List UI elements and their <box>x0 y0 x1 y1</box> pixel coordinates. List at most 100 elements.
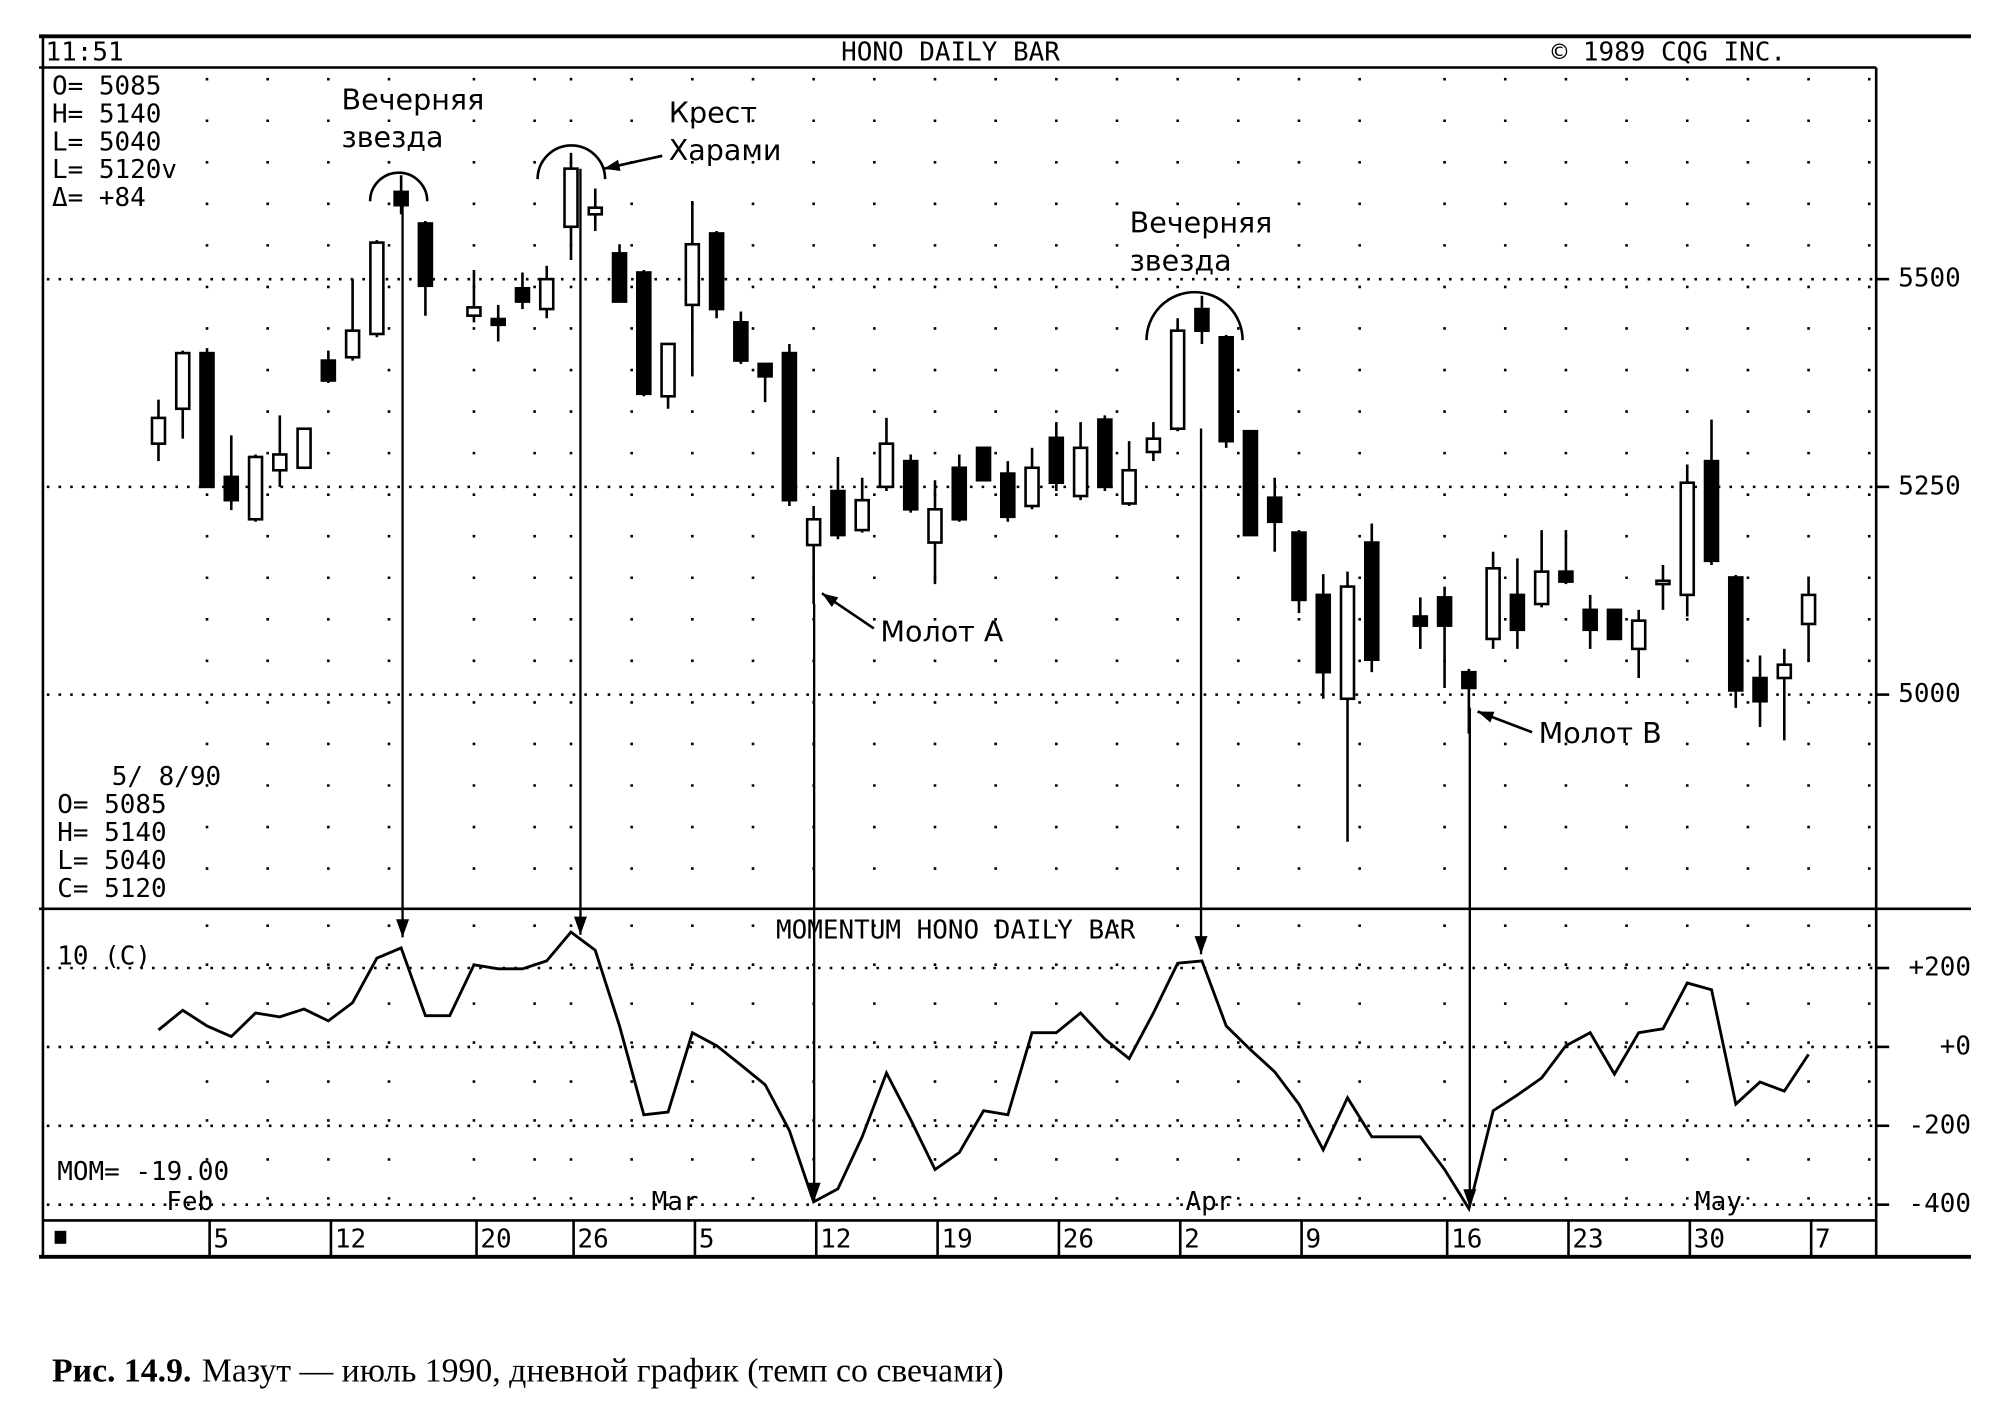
candle-body <box>1145 437 1162 454</box>
header-copyright: © 1989 CQG INC. <box>1552 38 1786 68</box>
x-tick-label: 12 <box>335 1224 366 1254</box>
candle-body <box>636 271 652 396</box>
candle-body <box>1436 596 1453 627</box>
candle-body <box>830 489 846 537</box>
info-line: L= 5040 <box>52 127 161 157</box>
candle-body <box>1097 418 1113 489</box>
annotation: Харами <box>669 133 782 167</box>
x-tick-label: 23 <box>1572 1224 1603 1254</box>
y-tick-label: 5000 <box>1898 679 1961 709</box>
momentum-title: MOMENTUM HONO DAILY BAR <box>776 915 1136 945</box>
month-label: Apr <box>1185 1187 1232 1217</box>
candle-body <box>757 362 773 378</box>
candle-body <box>538 277 555 311</box>
candle-body <box>1776 663 1793 680</box>
candle-body <box>1024 466 1040 508</box>
date-info-line: C= 5120 <box>57 874 166 904</box>
candle-body <box>1630 619 1647 651</box>
x-tick-label: 20 <box>480 1224 511 1254</box>
pattern-arc <box>368 171 429 202</box>
candle-body <box>490 317 506 327</box>
info-line: O= 5085 <box>52 71 161 101</box>
candle-body <box>563 167 579 229</box>
y-tick-label: 5500 <box>1898 264 1961 294</box>
candle-body <box>1339 585 1356 701</box>
annotation: Молот A <box>880 615 1004 649</box>
annotation: Вечерняя <box>1130 206 1273 240</box>
candle-body <box>1703 459 1720 563</box>
chart-title: HONO DAILY BAR <box>841 38 1060 68</box>
date-info-line: O= 5085 <box>57 790 166 820</box>
pattern-arc <box>1145 290 1244 341</box>
info-line: L= 5120v <box>52 155 177 185</box>
caption: Рис. 14.9. Мазут — июль 1990, дневной гра… <box>52 1352 1004 1389</box>
candle-body <box>514 286 531 303</box>
month-label: Feb <box>166 1187 213 1217</box>
candle-body <box>1000 472 1016 519</box>
candle-body <box>174 351 191 411</box>
candle-body <box>587 206 604 216</box>
candle-body <box>1485 567 1501 641</box>
caption-text: Мазут — июль 1990, дневной график (темп … <box>202 1352 1004 1389</box>
candle-body <box>1315 593 1332 674</box>
candle-body <box>878 442 895 489</box>
candle-body <box>1533 570 1550 606</box>
candle-body <box>1048 436 1065 485</box>
candle-body <box>660 342 676 398</box>
candle-body <box>1072 446 1089 498</box>
caption-label: Рис. 14.9. <box>52 1352 191 1389</box>
candle-body <box>927 508 943 544</box>
arrow-head <box>573 916 587 935</box>
arrow-head <box>1477 711 1495 723</box>
x-tick-label: 19 <box>941 1224 972 1254</box>
info-line: H= 5140 <box>52 99 161 129</box>
candle-body <box>902 459 919 511</box>
candle-body <box>1655 579 1671 586</box>
y-tick-label: -400 <box>1908 1189 1971 1219</box>
x-tick-label: 30 <box>1694 1224 1725 1254</box>
pattern-arc <box>536 144 607 180</box>
header-time: 11:51 <box>46 38 124 68</box>
candle-body <box>1509 593 1526 632</box>
candle-body <box>247 455 264 521</box>
x-tick-label: 12 <box>820 1224 851 1254</box>
candle-body <box>344 329 361 359</box>
x-tick-label: 2 <box>1184 1224 1200 1254</box>
x-tick-label: 26 <box>1063 1224 1094 1254</box>
candle-body <box>199 351 215 489</box>
candle-body <box>1558 570 1574 583</box>
month-label: Mar <box>652 1187 699 1217</box>
annotation: звезда <box>342 120 444 154</box>
info-line: Δ= +84 <box>52 183 146 213</box>
candle-body <box>1218 336 1234 443</box>
month-label: May <box>1695 1187 1742 1217</box>
candle-body <box>1242 429 1259 537</box>
candle-body <box>1121 468 1137 505</box>
corner-square <box>54 1230 67 1244</box>
arrow-head <box>807 1182 821 1201</box>
momentum-readout: MOM= -19.00 <box>57 1157 229 1187</box>
arrow-head <box>603 159 621 171</box>
arrow-head <box>396 919 410 938</box>
frame <box>39 34 1971 1259</box>
candle-body <box>1606 608 1623 641</box>
candle-body <box>975 446 992 482</box>
candle-body <box>1412 615 1429 627</box>
candle-body <box>320 359 337 382</box>
candle-body <box>1679 481 1696 597</box>
x-tick-label: 26 <box>577 1224 608 1254</box>
candle-body <box>1582 608 1598 632</box>
candle-body <box>393 190 409 207</box>
candle-body <box>733 321 749 362</box>
candle-body <box>684 242 701 307</box>
y-tick-label: 5250 <box>1898 471 1961 501</box>
candle-body <box>1800 593 1817 626</box>
date-info-line: 5/ 8/90 <box>112 762 221 792</box>
arrow-head <box>1463 1189 1477 1208</box>
candle-body <box>1194 307 1210 332</box>
y-tick-label: +200 <box>1908 953 1971 983</box>
candle-body <box>1363 541 1380 662</box>
annotation: Крест <box>669 95 757 129</box>
